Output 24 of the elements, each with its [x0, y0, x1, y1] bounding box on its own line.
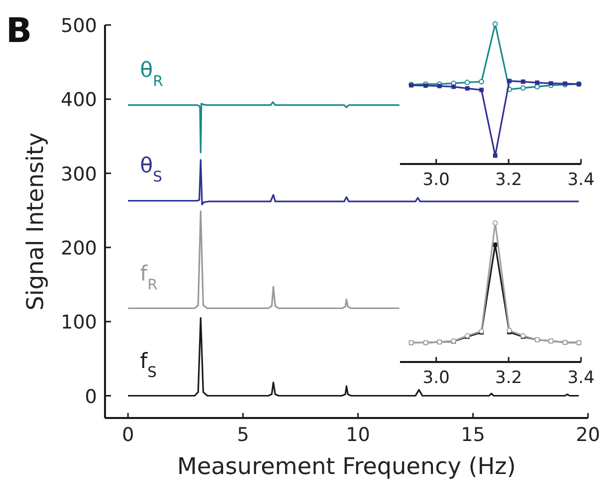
y-tick-label: 400: [60, 89, 97, 112]
x-tick-label: 10: [346, 424, 370, 446]
x-axis-title: Measurement Frequency (Hz): [177, 454, 516, 480]
y-tick-label: 100: [60, 312, 97, 334]
y-tick-label: 500: [60, 15, 97, 37]
x-tick-label: 3.4: [567, 368, 595, 388]
x-tick-label: 5: [236, 424, 250, 446]
series-label: f$_{S}$: [140, 348, 157, 380]
y-tick-label: 300: [60, 163, 97, 186]
y-tick-label: 0: [84, 386, 97, 408]
text: B: [6, 11, 32, 51]
y-tick-label: 200: [60, 237, 97, 260]
series-label: θ$_{R}$: [140, 58, 164, 90]
x-tick-label: 0: [122, 424, 134, 446]
x-tick-label: 15: [460, 424, 486, 446]
series-label: θ$_{S}$: [140, 154, 162, 186]
x-tick-label: 3.0: [422, 368, 450, 388]
x-tick-label: 3.2: [495, 170, 522, 190]
series-label: f$_{R}$: [140, 261, 158, 293]
x-tick-label: 3.2: [495, 368, 522, 388]
x-tick-label: 3.0: [422, 170, 450, 190]
x-tick-label: 3.4: [567, 170, 595, 190]
x-tick-label: 20: [576, 424, 600, 446]
y-axis-title: Signal Intensity: [23, 132, 49, 311]
